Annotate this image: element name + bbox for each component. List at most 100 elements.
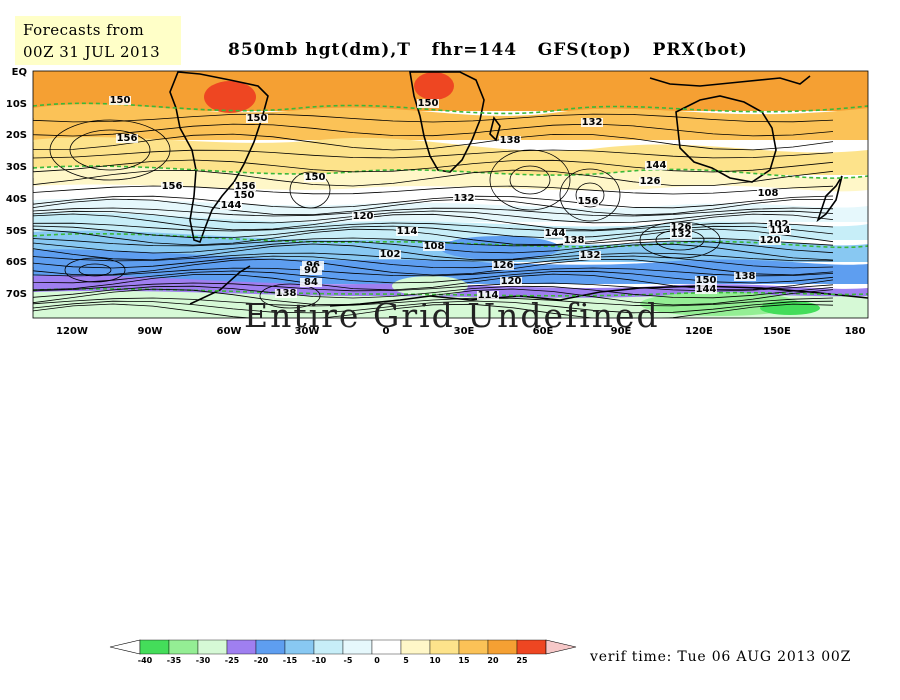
latitude-label: 60S bbox=[6, 257, 27, 268]
height-contour bbox=[33, 288, 834, 306]
longitude-label: 120W bbox=[56, 326, 88, 337]
contour-label: 132 bbox=[582, 117, 603, 128]
contour-label-bg bbox=[477, 291, 499, 300]
height-contour bbox=[33, 240, 834, 254]
contour-label-bg bbox=[645, 161, 667, 170]
contour-label: 150 bbox=[696, 275, 717, 286]
contour-label: 120 bbox=[353, 211, 374, 222]
contour-label: 150 bbox=[110, 95, 131, 106]
contour-label-bg bbox=[116, 134, 138, 143]
height-contour bbox=[33, 270, 834, 284]
contour-label-bg bbox=[234, 182, 256, 191]
contour-label: 138 bbox=[564, 235, 585, 246]
contour-label: 144 bbox=[545, 228, 566, 239]
contour-label-bg bbox=[670, 230, 692, 239]
latitude-label: 40S bbox=[6, 194, 27, 205]
height-contour bbox=[33, 303, 834, 318]
contour-label-bg bbox=[769, 226, 791, 235]
contour-label: 120 bbox=[760, 235, 781, 246]
contour-label-bg bbox=[304, 173, 326, 182]
height-contour bbox=[33, 255, 834, 269]
contour-label-bg bbox=[579, 251, 601, 260]
contour-label: 126 bbox=[671, 222, 692, 233]
temp-band-15 bbox=[33, 104, 868, 140]
chart-title: 850mb hgt(dm),T fhr=144 GFS(top) PRX(bot… bbox=[228, 40, 748, 60]
contour-label-bg bbox=[767, 220, 789, 229]
contour-label: 144 bbox=[646, 160, 667, 171]
contour-label-bg bbox=[300, 266, 322, 275]
contour-label-bg bbox=[759, 236, 781, 245]
height-contour bbox=[33, 195, 834, 209]
contour-label-bg bbox=[417, 99, 439, 108]
pressure-centers bbox=[49, 119, 721, 309]
longitude-label: 180 bbox=[845, 326, 866, 337]
contour-label: 150 bbox=[305, 172, 326, 183]
latitude-label: 10S bbox=[6, 99, 27, 110]
contour-label-bg bbox=[220, 201, 242, 210]
height-contour bbox=[33, 300, 834, 314]
height-contours bbox=[33, 113, 834, 318]
contour-label-bg bbox=[757, 189, 779, 198]
contour-label: 120 bbox=[501, 276, 522, 287]
africa-coast bbox=[409, 71, 485, 173]
latitude-axis: EQ 10S 20S 30S 40S 50S 60S 70S bbox=[6, 67, 27, 300]
contour-label: 102 bbox=[768, 219, 789, 230]
contour-label: 132 bbox=[671, 229, 692, 240]
height-contour bbox=[33, 282, 834, 292]
latitude-label: 30S bbox=[6, 162, 27, 173]
height-contour bbox=[33, 297, 834, 307]
contour-label: 150 bbox=[418, 98, 439, 109]
longitude-label: 30E bbox=[454, 326, 475, 337]
contour-label: 138 bbox=[276, 288, 297, 299]
contour-label: 96 bbox=[306, 260, 320, 271]
contour-label: 144 bbox=[696, 284, 717, 295]
temp-band-m10 bbox=[33, 212, 868, 240]
forecast-init-box: Forecasts from 00Z 31 JUL 2013 bbox=[15, 16, 181, 65]
temp-blob-m40 bbox=[760, 301, 820, 315]
height-contour bbox=[33, 237, 834, 247]
longitude-label: 60E bbox=[533, 326, 554, 337]
contour-label: 84 bbox=[304, 277, 318, 288]
contour-label-bg bbox=[734, 272, 756, 281]
longitude-label: 150E bbox=[763, 326, 791, 337]
longitude-label: 90W bbox=[138, 326, 163, 337]
longitude-label: 60W bbox=[217, 326, 242, 337]
height-contour bbox=[33, 210, 834, 224]
height-contour bbox=[33, 159, 834, 173]
longitude-label: 120E bbox=[685, 326, 713, 337]
height-contour bbox=[33, 123, 834, 137]
contour-label: 138 bbox=[735, 271, 756, 282]
contour-label-bg bbox=[233, 191, 255, 200]
contour-label: 156 bbox=[117, 133, 138, 144]
contour-label-bg bbox=[492, 261, 514, 270]
height-contour bbox=[33, 207, 834, 217]
height-contour bbox=[33, 169, 834, 187]
south-america-coast bbox=[169, 71, 269, 244]
contour-label-bg bbox=[695, 285, 717, 294]
contour-label: 108 bbox=[758, 188, 779, 199]
latitude-label: EQ bbox=[12, 67, 27, 78]
height-contour bbox=[33, 267, 834, 277]
contour-label: 114 bbox=[478, 290, 499, 301]
height-contour bbox=[33, 198, 834, 216]
contour-label: 132 bbox=[580, 250, 601, 261]
init-date: 00Z 31 JUL 2013 bbox=[23, 43, 161, 61]
latitude-label: 50S bbox=[6, 226, 27, 237]
contour-label-bg bbox=[581, 118, 603, 127]
height-contour bbox=[33, 213, 834, 231]
contour-label-bg bbox=[352, 212, 374, 221]
contour-label: 114 bbox=[397, 226, 418, 237]
contour-label-bg bbox=[246, 114, 268, 123]
contour-label-bg bbox=[695, 276, 717, 285]
contour-label-bg bbox=[161, 182, 183, 191]
contour-label: 150 bbox=[247, 113, 268, 124]
contour-label-bg bbox=[379, 250, 401, 259]
contour-label-bg bbox=[300, 278, 322, 287]
contour-label: 138 bbox=[500, 135, 521, 146]
contour-label: 102 bbox=[380, 249, 401, 260]
map-frame bbox=[32, 70, 869, 319]
contour-labels: 1501561501561501561501441501381321441261… bbox=[109, 95, 791, 301]
longitude-label: 30W bbox=[295, 326, 320, 337]
height-contour bbox=[33, 113, 834, 123]
